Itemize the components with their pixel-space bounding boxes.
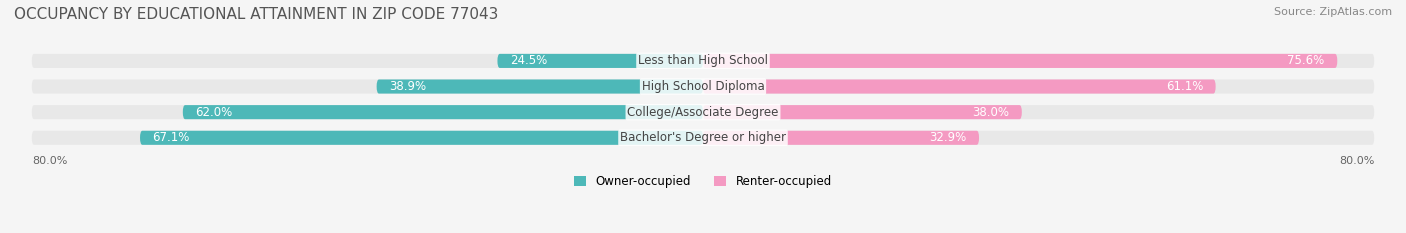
FancyBboxPatch shape	[703, 79, 1216, 94]
FancyBboxPatch shape	[32, 131, 1374, 145]
Text: Source: ZipAtlas.com: Source: ZipAtlas.com	[1274, 7, 1392, 17]
FancyBboxPatch shape	[703, 105, 1022, 119]
Text: 38.9%: 38.9%	[389, 80, 426, 93]
FancyBboxPatch shape	[183, 105, 703, 119]
Text: Bachelor's Degree or higher: Bachelor's Degree or higher	[620, 131, 786, 144]
FancyBboxPatch shape	[377, 79, 703, 94]
Legend: Owner-occupied, Renter-occupied: Owner-occupied, Renter-occupied	[569, 170, 837, 193]
Text: 32.9%: 32.9%	[929, 131, 966, 144]
Text: 75.6%: 75.6%	[1288, 54, 1324, 67]
Text: 62.0%: 62.0%	[195, 106, 232, 119]
Text: 80.0%: 80.0%	[32, 156, 67, 166]
FancyBboxPatch shape	[32, 105, 1374, 119]
Text: 24.5%: 24.5%	[510, 54, 547, 67]
Text: College/Associate Degree: College/Associate Degree	[627, 106, 779, 119]
FancyBboxPatch shape	[32, 79, 1374, 94]
FancyBboxPatch shape	[141, 131, 703, 145]
FancyBboxPatch shape	[703, 131, 979, 145]
FancyBboxPatch shape	[32, 54, 1374, 68]
Text: 38.0%: 38.0%	[972, 106, 1010, 119]
Text: High School Diploma: High School Diploma	[641, 80, 765, 93]
Text: OCCUPANCY BY EDUCATIONAL ATTAINMENT IN ZIP CODE 77043: OCCUPANCY BY EDUCATIONAL ATTAINMENT IN Z…	[14, 7, 499, 22]
Text: Less than High School: Less than High School	[638, 54, 768, 67]
Text: 67.1%: 67.1%	[153, 131, 190, 144]
FancyBboxPatch shape	[703, 54, 1337, 68]
FancyBboxPatch shape	[498, 54, 703, 68]
Text: 61.1%: 61.1%	[1166, 80, 1204, 93]
Text: 80.0%: 80.0%	[1339, 156, 1374, 166]
